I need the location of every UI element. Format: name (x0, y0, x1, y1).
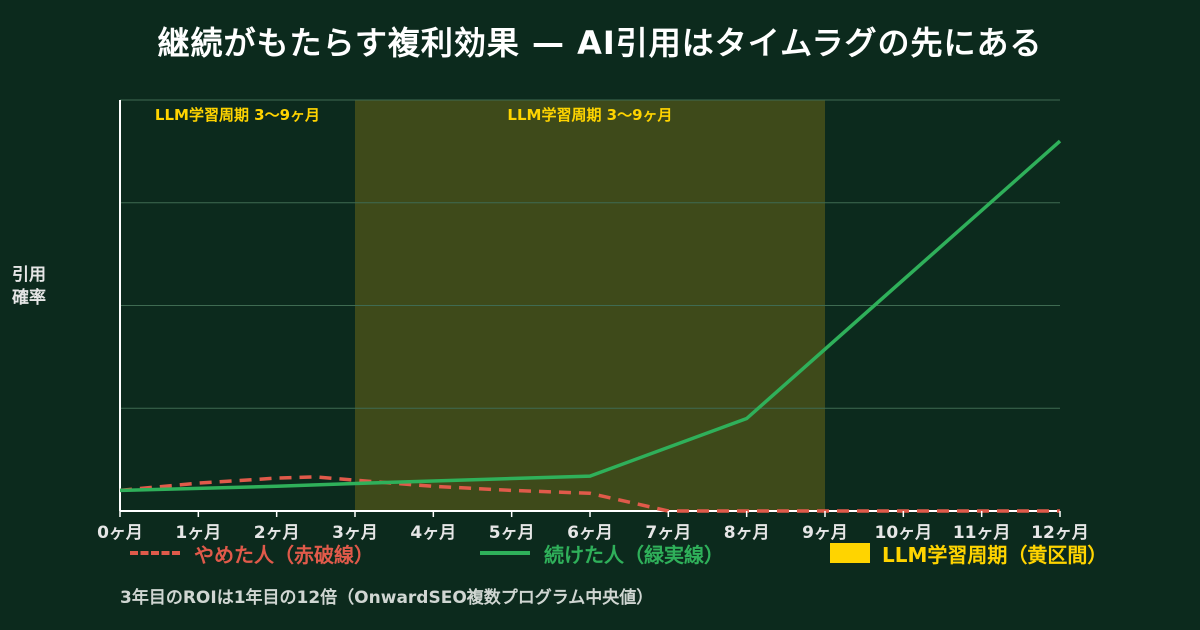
x-tick-label: 3ヶ月 (332, 523, 378, 543)
x-tick-label: 11ヶ月 (953, 523, 1011, 543)
legend-label-continued: 続けた人（緑実線） (544, 542, 724, 567)
x-tick-label: 6ヶ月 (567, 523, 613, 543)
x-tick-label: 10ヶ月 (874, 523, 932, 543)
llm-period-annotation-0: LLM学習周期 3〜9ヶ月 (155, 106, 320, 124)
x-tick-label: 0ヶ月 (97, 523, 143, 543)
yellow-box-swatch-icon (830, 543, 870, 563)
footnote: 3年目のROIは1年目の12倍（OnwardSEO複数プログラム中央値） (120, 588, 654, 608)
x-tick-label: 2ヶ月 (254, 523, 300, 543)
y-axis-label-line-1: 引用 (12, 265, 46, 285)
chart-title: 継続がもたらす複利効果 — AI引用はタイムラグの先にある (157, 24, 1043, 62)
x-tick-label: 7ヶ月 (645, 523, 691, 543)
stopped-series-line (119, 475, 1060, 513)
x-tick-label: 12ヶ月 (1031, 523, 1089, 543)
legend-item-continued: 続けた人（緑実線） (480, 538, 724, 568)
x-tick-label: 1ヶ月 (175, 523, 221, 543)
y-axis-label-line-2: 確率 (12, 288, 46, 308)
y-axis-label: 引用 確率 (12, 264, 62, 310)
x-tick-label: 9ヶ月 (802, 523, 848, 543)
legend-item-stopped: やめた人（赤破線） (130, 538, 374, 568)
x-tick-label: 8ヶ月 (724, 523, 770, 543)
legend-label-llm-period: LLM学習周期（黄区間） (882, 542, 1108, 567)
legend-label-stopped: やめた人（赤破線） (194, 542, 374, 567)
llm-period-annotation-1: LLM学習周期 3〜9ヶ月 (507, 106, 672, 124)
solid-line-swatch-icon (480, 551, 530, 555)
x-tick-label: 5ヶ月 (489, 523, 535, 543)
x-tick-label: 4ヶ月 (410, 523, 456, 543)
dashed-line-swatch-icon (130, 551, 180, 555)
legend-item-llm-period: LLM学習周期（黄区間） (830, 538, 1107, 568)
